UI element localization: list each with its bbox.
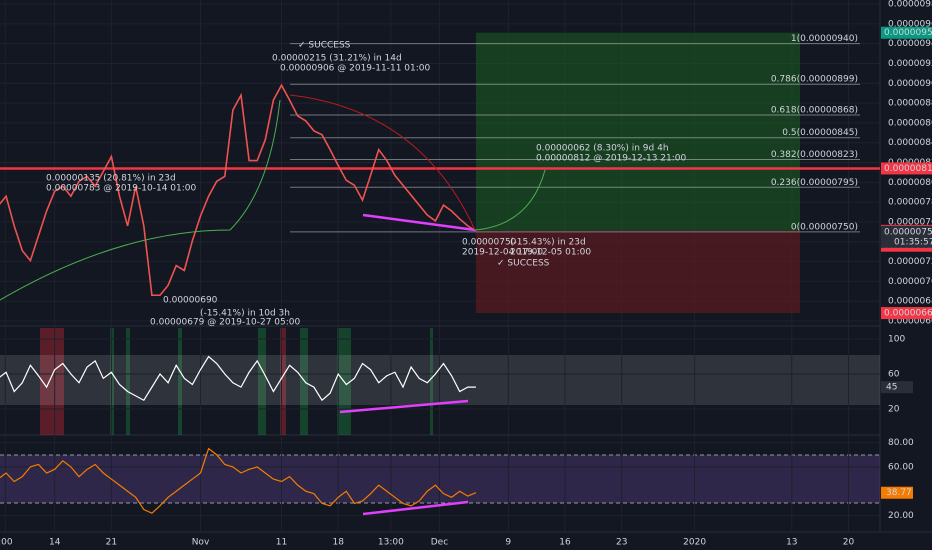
- osc-band: [0, 355, 880, 405]
- y-tick-label: 0.00000800: [888, 178, 932, 188]
- series-line: [0, 447, 477, 514]
- y-tick-label: 0.00000960: [888, 19, 932, 29]
- y-tick-label: 0.00000920: [888, 59, 932, 69]
- arc: [474, 169, 546, 231]
- x-tick-label: 13: [786, 538, 797, 548]
- y-tick-label: 60.00: [888, 462, 914, 472]
- price-label: 0.00000814: [884, 164, 932, 174]
- price-label: 0.00000668: [884, 309, 932, 319]
- x-tick-label: 2020: [683, 538, 706, 548]
- y-tick-label: 60: [888, 370, 900, 380]
- x-tick-label: 14: [49, 538, 61, 548]
- y-tick-label: 20.00: [888, 511, 914, 521]
- series-line: [0, 355, 476, 402]
- price-label-box: [881, 225, 932, 238]
- fib-label: 0.236(0.00000795): [771, 178, 858, 188]
- value-box: [881, 486, 913, 499]
- fib-label: 0.5(0.00000845): [782, 128, 858, 138]
- annotation: 0.00000812 @ 2019-12-13 21:00: [536, 154, 686, 164]
- countdown: 01:35:57: [894, 237, 932, 247]
- loss-zone: [475, 230, 800, 314]
- marks: [0, 0, 880, 532]
- fib-label: 0.382(0.00000823): [771, 150, 858, 160]
- y-tick-label: 80.00: [888, 438, 914, 448]
- price-label-box: [881, 307, 932, 320]
- divergence-lines: [339, 213, 476, 516]
- value-label: 38.77: [886, 488, 912, 498]
- annotation: 2019-12-04 17:00: [462, 248, 543, 258]
- annotation: 0.00000062 (8.30%) in 9d 4h: [536, 144, 669, 154]
- y-tick-label: 0.00000840: [888, 138, 932, 148]
- value-box: [881, 381, 913, 394]
- annotation: (-15.41%) in 10d 3h: [200, 309, 290, 319]
- annotation: ✓ SUCCESS: [497, 259, 550, 269]
- price-label: 0.00000951: [884, 28, 932, 38]
- y-tick-label: 0.00000900: [888, 79, 932, 89]
- fib-label: 1(0.00000940): [791, 34, 858, 44]
- x-tick-label: Dec: [431, 538, 448, 548]
- annotation: 0.00000690: [163, 296, 218, 306]
- arc: [289, 94, 476, 231]
- value-label: 45: [886, 383, 897, 393]
- annotation: ✓ SUCCESS: [298, 41, 351, 51]
- fib-label: 0(0.00000750): [791, 222, 858, 232]
- annotation: 0.00000906 @ 2019-11-11 01:00: [280, 64, 430, 74]
- y-tick-label: 0.00000940: [888, 39, 932, 49]
- x-tick-label: 18: [332, 538, 344, 548]
- fib-label: 0.618(0.00000868): [771, 105, 858, 115]
- x-tick-label: 11: [276, 538, 287, 548]
- rsi-band: [0, 455, 880, 503]
- x-tick-label: 23: [616, 538, 627, 548]
- y-tick-label: 0.00000880: [888, 99, 932, 109]
- y-tick-label: 0.00000760: [888, 217, 932, 227]
- x-tick-label: 20: [843, 538, 855, 548]
- price-label: 0.00000750: [884, 227, 932, 237]
- y-tick-label: 0.00000720: [888, 257, 932, 267]
- countdown-box: [881, 235, 932, 248]
- y-tick-label: 0.00000700: [888, 277, 932, 287]
- y-tick-label: 0.00000980: [888, 0, 932, 10]
- annotation: 0.00000783 @ 2019-10-14 01:00: [46, 184, 196, 194]
- y-tick-label: 0.00000860: [888, 118, 932, 128]
- x-tick-label: 9: [505, 538, 511, 548]
- price-label-box: [881, 26, 932, 39]
- y-tick-label: 20: [888, 405, 900, 415]
- x-tick-label: 21: [106, 538, 117, 548]
- x-tick-label: Nov: [192, 538, 210, 548]
- price-label-box: [881, 162, 932, 175]
- profit-zone: [475, 32, 800, 231]
- arc: [0, 99, 281, 301]
- x-tick-label: 13:00: [378, 538, 404, 548]
- x-tick-label: :00: [0, 538, 13, 548]
- x-tick-label: 16: [559, 538, 571, 548]
- annotation: (-15.43%) in 23d: [510, 238, 586, 248]
- y-tick-label: 0.00000780: [888, 198, 932, 208]
- series-line: [0, 83, 477, 297]
- osc-highlights: [40, 328, 433, 435]
- annotation: 0.00000679 @ 2019-10-27 05:00: [150, 318, 300, 328]
- fib-label: 0.786(0.00000899): [771, 75, 858, 85]
- annotation: 0.00000135 (20.81%) in 23d: [46, 174, 176, 184]
- annotation: 2019-12-05 01:00: [510, 248, 591, 258]
- annotation: 0.00000750: [462, 238, 517, 248]
- y-tick-label: 0.00000680: [888, 297, 932, 307]
- annotation: 0.00000215 (31.21%) in 14d: [272, 54, 402, 64]
- y-tick-label: 100: [888, 335, 905, 345]
